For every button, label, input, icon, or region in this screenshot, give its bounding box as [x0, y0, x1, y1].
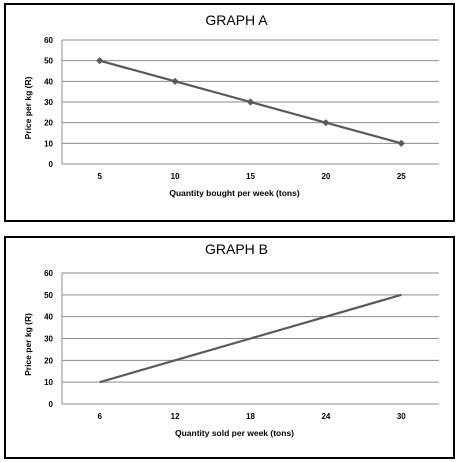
graph-b-chart: GRAPH B 0 10 20 30 40 50 60 6 12 18 24 30 Quantity so… [23, 241, 439, 438]
chart-1-x-tick-label: 30 [397, 412, 406, 421]
chart-0-x-tick-label: 15 [246, 172, 255, 181]
chart-1-y-tick-label: 10 [44, 378, 53, 387]
chart-0-x-axis-label: Quantity bought per week (tons) [169, 188, 300, 198]
chart-0-y-tick-label: 20 [44, 119, 53, 128]
chart-1-title: GRAPH B [205, 241, 268, 257]
graph-a-panel: GRAPH A 0 10 20 30 40 50 60 5 10 15 20 25 Quantity bo… [4, 3, 455, 222]
chart-1-y-tick-label: 0 [49, 400, 54, 409]
chart-1-y-tick-label: 60 [44, 269, 53, 278]
chart-0-data-point [96, 57, 104, 65]
chart-1-x-tick-label: 12 [171, 412, 180, 421]
chart-1-series-line [99, 293, 402, 384]
chart-0-data-point [171, 77, 179, 85]
chart-1-x-axis-label: Quantity sold per week (tons) [175, 428, 294, 438]
chart-0-y-tick-label: 30 [44, 98, 53, 107]
chart-0-title: GRAPH A [205, 12, 268, 28]
chart-0-y-tick-label: 60 [44, 36, 53, 45]
graph-b-panel: GRAPH B 0 10 20 30 40 50 60 6 12 18 24 30 Quantity so… [4, 236, 455, 459]
chart-0-y-axis-label: Price per kg (R) [23, 76, 33, 139]
chart-1-x-tick-label: 18 [246, 412, 255, 421]
chart-1-y-tick-label: 40 [44, 313, 53, 322]
chart-0-data-point [246, 98, 255, 106]
chart-1-y-tick-label: 20 [44, 356, 53, 365]
chart-0-x-tick-label: 20 [321, 172, 330, 181]
chart-1-x-tick-label: 24 [321, 412, 330, 421]
chart-0-y-tick-label: 0 [49, 160, 54, 169]
chart-1-x-tick-label: 6 [97, 412, 102, 421]
graph-a-chart: GRAPH A 0 10 20 30 40 50 60 5 10 15 20 25 Quantity bo… [23, 12, 439, 198]
chart-0-y-tick-label: 50 [44, 57, 53, 66]
chart-0-y-tick-label: 10 [44, 139, 53, 148]
chart-0-data-point [322, 119, 330, 127]
chart-0-data-point [397, 139, 405, 147]
chart-0-x-tick-label: 5 [97, 172, 102, 181]
chart-0-x-tick-label: 10 [171, 172, 180, 181]
chart-0-y-tick-label: 40 [44, 77, 53, 86]
chart-0-x-tick-label: 25 [397, 172, 406, 181]
chart-1-y-axis-label: Price per kg (R) [23, 313, 33, 376]
chart-1-y-tick-label: 30 [44, 335, 53, 344]
chart-1-y-tick-label: 50 [44, 291, 53, 300]
